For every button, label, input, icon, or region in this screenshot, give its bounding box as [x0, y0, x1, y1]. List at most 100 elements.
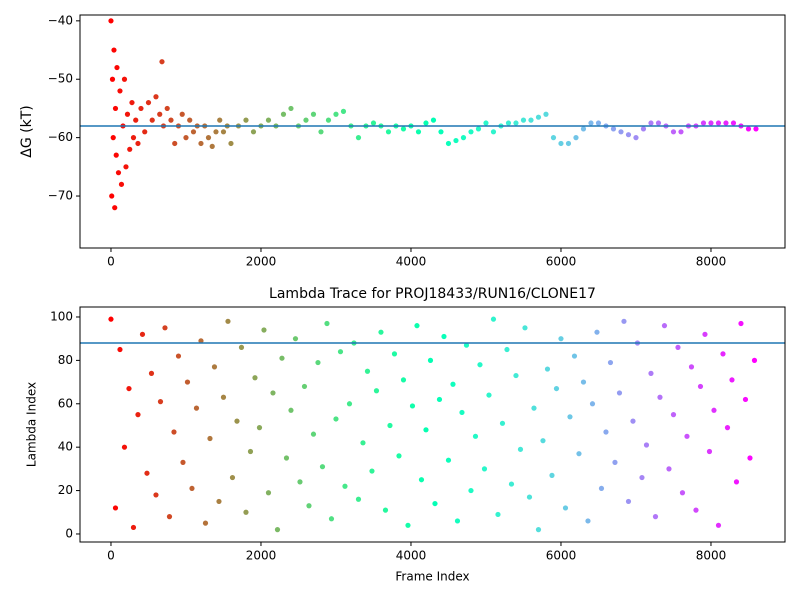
point [130, 524, 137, 531]
point [229, 474, 236, 481]
point [123, 164, 129, 170]
point [337, 349, 344, 355]
point [373, 388, 380, 394]
point [418, 477, 425, 483]
point [205, 135, 212, 141]
point [108, 18, 114, 24]
point [193, 405, 200, 411]
point [157, 399, 164, 405]
y-tick-label: −40 [48, 13, 73, 27]
point [391, 351, 398, 357]
point [688, 364, 695, 370]
point [217, 117, 223, 123]
point [477, 362, 483, 368]
point [594, 329, 600, 335]
point [504, 346, 510, 353]
point [730, 120, 737, 126]
point [310, 431, 317, 437]
point [189, 485, 195, 492]
point [301, 383, 308, 390]
point [118, 181, 125, 187]
point [318, 129, 324, 135]
point [468, 487, 474, 494]
point [190, 129, 197, 135]
point [588, 120, 594, 126]
point [522, 325, 528, 331]
point [283, 455, 290, 461]
point [382, 507, 389, 513]
point [495, 511, 501, 518]
point [265, 490, 272, 496]
point [499, 420, 506, 426]
point [472, 433, 479, 439]
point [648, 120, 654, 126]
point [256, 425, 263, 431]
point [319, 464, 326, 470]
point [693, 507, 699, 513]
point [153, 94, 159, 100]
point [595, 120, 602, 126]
point [543, 111, 549, 117]
point [109, 76, 116, 82]
point [607, 359, 614, 366]
point [618, 129, 624, 135]
y-tick-label: −70 [48, 189, 73, 203]
point [490, 129, 497, 135]
point [657, 394, 663, 400]
point [184, 379, 191, 385]
point [528, 117, 534, 123]
point [648, 370, 654, 376]
point [121, 444, 128, 450]
point [723, 120, 729, 126]
chart-title: Lambda Trace for PROJ18433/RUN16/CLONE17 [269, 286, 596, 302]
point [639, 474, 645, 481]
point [684, 433, 690, 439]
point [306, 503, 312, 509]
point [288, 105, 294, 112]
point [138, 105, 144, 112]
point [112, 105, 119, 112]
point [640, 126, 647, 132]
point [144, 470, 150, 476]
point [129, 99, 135, 106]
point [346, 401, 353, 407]
point [747, 455, 753, 461]
point [652, 514, 659, 520]
point [616, 390, 623, 396]
point [655, 120, 662, 126]
point [139, 331, 146, 337]
point [513, 120, 519, 126]
point [172, 140, 178, 147]
point [135, 412, 141, 418]
point [109, 193, 115, 199]
point [531, 405, 537, 411]
point [171, 429, 177, 435]
point [633, 135, 639, 141]
point [183, 135, 189, 141]
point [414, 323, 420, 329]
point [130, 135, 137, 141]
point [468, 129, 474, 135]
x-tick-label: 2000 [246, 255, 277, 269]
x-tick-label: 6000 [546, 255, 577, 269]
point [715, 120, 722, 126]
point [364, 368, 371, 374]
point [209, 143, 215, 149]
point [526, 494, 533, 500]
point [558, 336, 564, 342]
y-axis-label: Lambda Index [25, 382, 39, 467]
point [549, 472, 555, 478]
point [454, 518, 461, 524]
point [270, 390, 276, 396]
point [535, 114, 542, 120]
point [475, 126, 482, 132]
point [643, 442, 650, 448]
point [279, 355, 285, 361]
point [187, 117, 193, 123]
x-tick-label: 6000 [546, 549, 577, 563]
point [520, 117, 527, 123]
point [460, 135, 467, 141]
point [213, 129, 219, 135]
point [121, 76, 128, 82]
point [535, 527, 542, 533]
